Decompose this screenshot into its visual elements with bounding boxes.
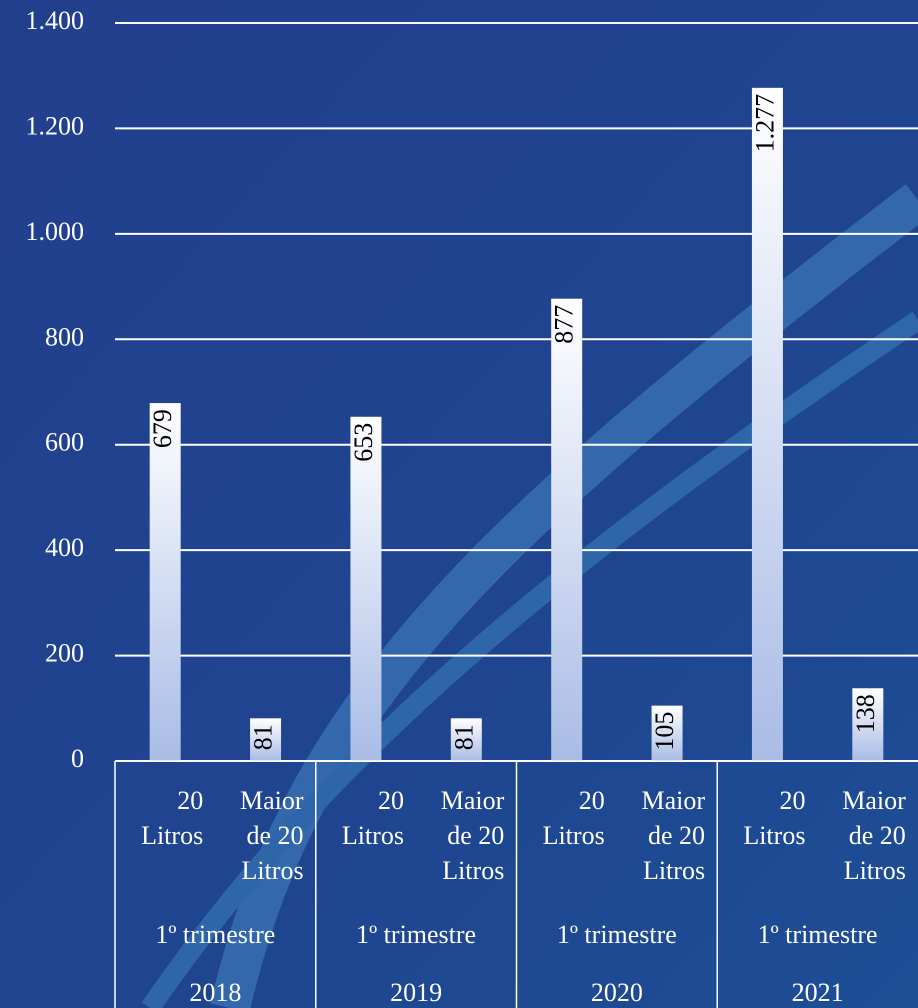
value-label: 138 [851,694,880,733]
y-tick-label: 800 [45,322,84,351]
group-year: 2019 [390,978,442,1007]
value-label: 877 [550,305,579,344]
group-label: 1º trimestre [155,920,275,949]
x-tick-label: 20 Litros [141,786,203,850]
value-label: 81 [449,724,478,750]
value-label: 653 [349,423,378,462]
bar [250,718,282,761]
group-year: 2021 [792,978,844,1007]
x-tick-label: Maior de 20 Litros [642,786,706,885]
x-tick-label: Maior de 20 Litros [441,786,505,885]
x-tick-label: 20 Litros [743,786,805,850]
x-tick-label: Maior de 20 Litros [842,786,906,885]
bar [751,87,783,762]
x-tick-label: 20 Litros [543,786,605,850]
value-label: 105 [650,712,679,751]
group-label: 1º trimestre [356,920,476,949]
group-label: 1º trimestre [758,920,878,949]
y-tick-label: 200 [45,639,84,668]
y-tick-label: 400 [45,533,84,562]
value-label: 81 [249,724,278,750]
y-tick-label: 1.200 [26,111,85,140]
bar [350,416,382,761]
x-tick-label: Maior de 20 Litros [240,786,304,885]
y-tick-label: 1.400 [26,6,85,35]
group-label: 1º trimestre [557,920,677,949]
bar [450,718,482,761]
bar [149,403,181,761]
bar [852,688,884,761]
bar [651,705,683,761]
group-year: 2018 [189,978,241,1007]
x-tick-label: 20 Litros [342,786,404,850]
group-year: 2020 [591,978,643,1007]
bar [551,298,583,761]
y-tick-label: 600 [45,428,84,457]
y-tick-label: 1.000 [26,217,85,246]
value-label: 1.277 [750,94,779,152]
y-tick-label: 0 [71,744,84,773]
value-label: 679 [148,409,177,448]
